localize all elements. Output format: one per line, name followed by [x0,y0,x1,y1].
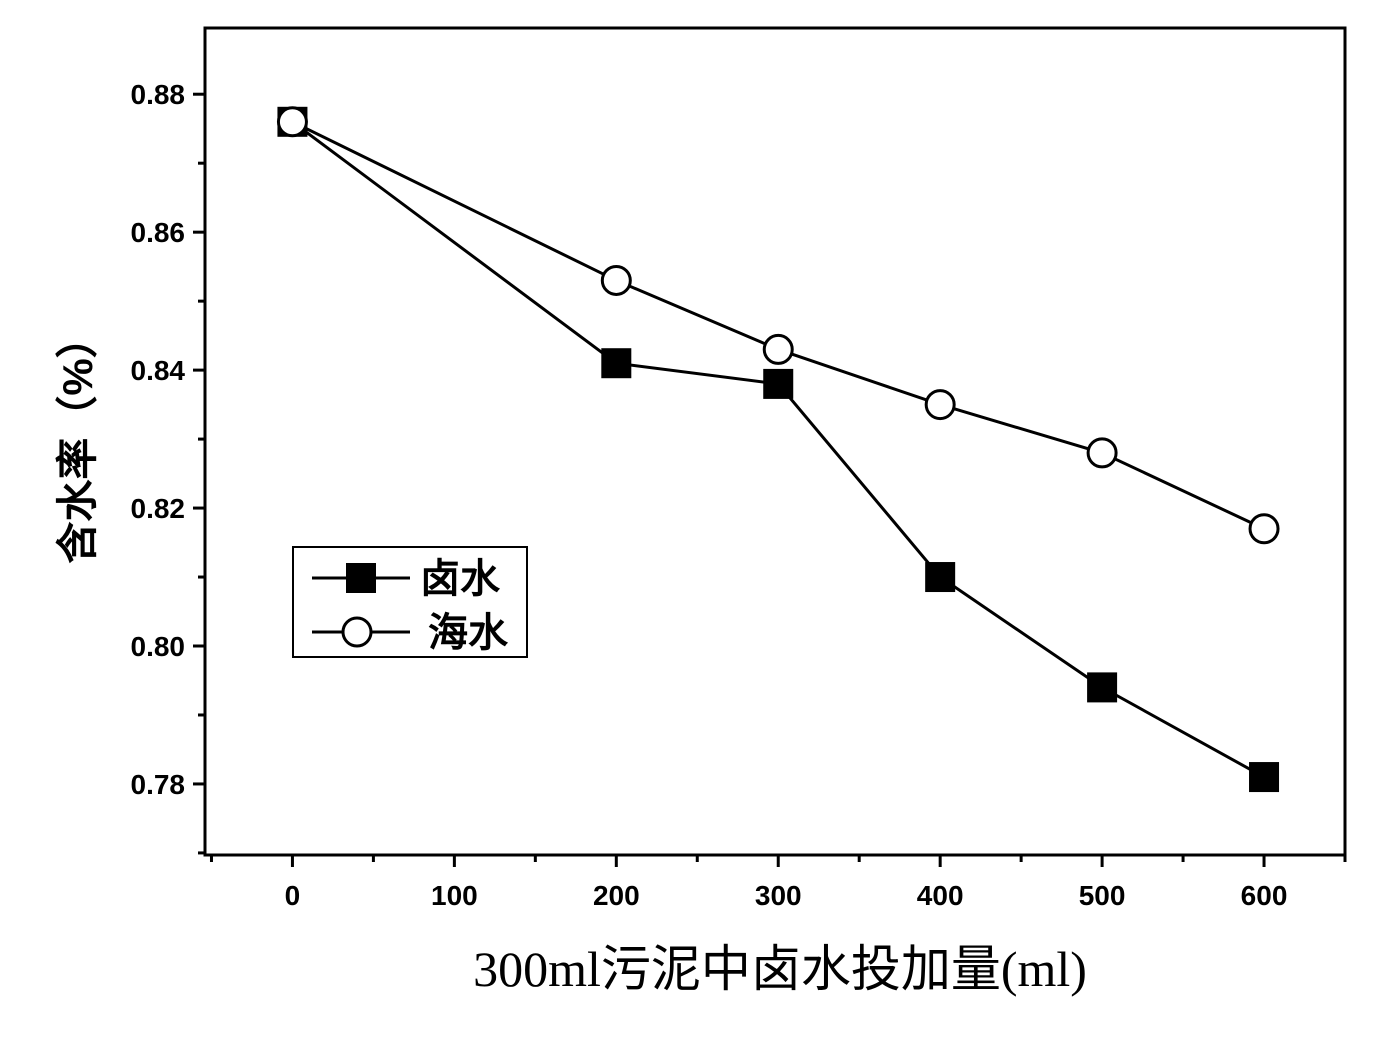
x-axis-label: 300ml污泥中卤水投加量(ml) [473,941,1087,997]
series-2-circle-marker [1248,513,1280,545]
legend-entry-seawater: 海水 [312,611,509,655]
series-2-circle-marker [762,333,794,365]
axis-ticks: 0 100 200 300 400 500 600 0.78 0.80 0.82 0.84 0.86 0… [131,79,1347,911]
x-tick-label: 400 [917,880,964,911]
x-tick-label: 300 [755,880,802,911]
x-tick-label: 0 [285,880,301,911]
y-axis-label: 含水率（%） [54,316,101,563]
x-tick-label: 500 [1079,880,1126,911]
legend: 卤水 海水 [292,546,528,658]
y-tick-label: 0.78 [131,769,186,800]
legend-square-marker-icon [346,563,376,593]
x-tick-label: 200 [593,880,640,911]
x-tick-label: 100 [431,880,478,911]
y-tick-label: 0.80 [131,631,186,662]
series-1-square-marker [1249,762,1280,793]
x-tick-label: 600 [1241,880,1288,911]
series-1-square-marker [925,562,956,593]
y-tick-label: 0.84 [131,355,186,386]
series-markers [276,106,1280,793]
series-2-line [291,120,1265,531]
y-tick-label: 0.82 [131,493,186,524]
legend-circle-marker-icon [341,616,373,648]
series-lines [291,120,1265,779]
legend-label: 卤水 [420,557,501,601]
series-2-circle-marker [600,264,632,296]
series-1-square-marker [763,368,794,399]
series-2-circle-marker [276,106,308,138]
series-2-circle-marker [1086,437,1118,469]
legend-label: 海水 [428,611,509,655]
plot-frame [203,26,1347,857]
series-2-circle-marker [924,389,956,421]
legend-box [292,546,528,658]
series-1-line [291,120,1265,779]
y-tick-label: 0.86 [131,217,186,248]
series-1-square-marker [601,348,632,379]
legend-entry-brine: 卤水 [312,557,501,601]
y-tick-label: 0.88 [131,79,186,110]
series-1-square-marker [1087,672,1118,703]
